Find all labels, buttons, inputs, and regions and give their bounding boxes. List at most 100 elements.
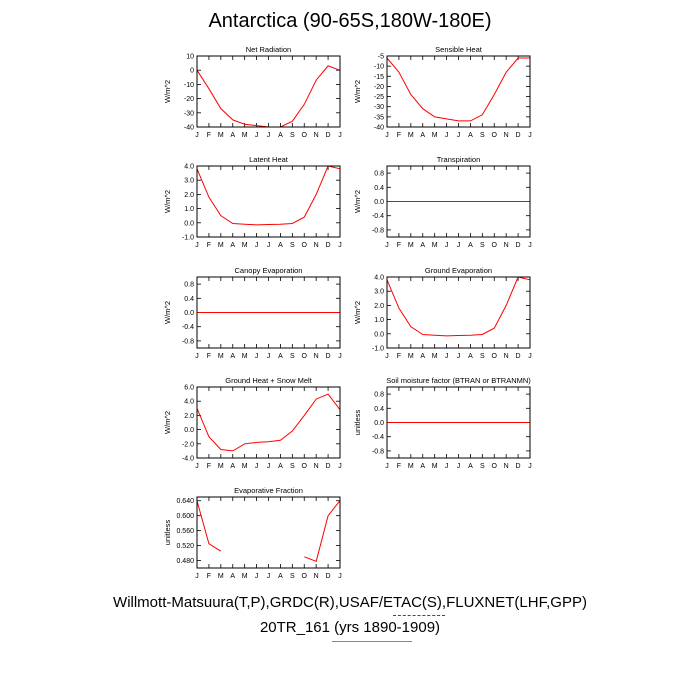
- plot-frame: [386, 276, 531, 349]
- x-tick-label: A: [278, 242, 283, 249]
- x-tick-label: J: [267, 353, 271, 360]
- x-tick-label: S: [480, 242, 485, 249]
- x-tick-label: M: [218, 463, 224, 470]
- x-tick-label: A: [230, 573, 235, 580]
- footer-rule-red: [332, 641, 412, 642]
- x-tick-label: M: [432, 132, 438, 139]
- x-tick-label: M: [218, 573, 224, 580]
- x-tick-label: F: [207, 132, 211, 139]
- y-axis-label: W/m^2: [163, 301, 172, 324]
- y-tick-label: 0.0: [374, 420, 384, 427]
- y-tick-label: 2.0: [184, 413, 194, 420]
- panel-2: Sensible Heat W/m^2 -5 -10 -15 -20 -25 -30 -35 -4…: [353, 45, 532, 139]
- y-tick-label: -20: [374, 84, 384, 91]
- x-tick-label: D: [326, 353, 331, 360]
- x-tick-label: J: [338, 132, 342, 139]
- y-tick-label: -5: [378, 54, 384, 61]
- y-tick-label: -4.0: [182, 456, 194, 463]
- y-tick-label: -0.4: [372, 434, 384, 441]
- plot-frame: [386, 386, 531, 459]
- y-tick-label: 0.4: [184, 296, 194, 303]
- y-tick-label: 0.0: [184, 427, 194, 434]
- x-tick-label: M: [432, 242, 438, 249]
- y-axis-label: unitless: [163, 520, 172, 546]
- x-tick-label: F: [397, 353, 401, 360]
- panel-title: Evaporative Fraction: [234, 486, 303, 495]
- x-tick-label: J: [338, 242, 342, 249]
- x-tick-label: A: [278, 132, 283, 139]
- y-tick-label: -20: [184, 96, 194, 103]
- panel-title: Sensible Heat: [435, 45, 483, 54]
- y-tick-label: 4.0: [184, 164, 194, 171]
- x-tick-label: F: [207, 242, 211, 249]
- x-tick-label: N: [314, 573, 319, 580]
- series-line: [304, 500, 341, 562]
- series-line: [196, 65, 341, 128]
- y-tick-label: -0.4: [182, 324, 194, 331]
- y-tick-label: 0.0: [374, 331, 384, 338]
- y-tick-label: -25: [374, 94, 384, 101]
- x-tick-label: S: [290, 463, 295, 470]
- x-tick-label: M: [408, 242, 414, 249]
- x-tick-label: O: [302, 353, 308, 360]
- x-tick-label: J: [385, 463, 389, 470]
- y-tick-label: 4.0: [184, 399, 194, 406]
- x-tick-label: J: [385, 242, 389, 249]
- x-tick-label: M: [242, 242, 248, 249]
- x-tick-label: M: [408, 353, 414, 360]
- x-tick-label: J: [267, 242, 271, 249]
- x-tick-label: S: [480, 463, 485, 470]
- x-tick-label: N: [504, 242, 509, 249]
- x-tick-label: J: [195, 242, 199, 249]
- y-tick-label: 0.0: [184, 220, 194, 227]
- x-tick-label: J: [457, 132, 461, 139]
- y-tick-label: 0.8: [374, 171, 384, 178]
- x-tick-label: A: [278, 463, 283, 470]
- y-tick-label: 0.600: [176, 513, 194, 520]
- y-tick-label: 10: [186, 54, 194, 61]
- y-tick-label: -15: [374, 74, 384, 81]
- x-tick-label: N: [314, 353, 319, 360]
- x-tick-label: O: [492, 132, 498, 139]
- x-tick-label: D: [326, 573, 331, 580]
- footer-rule-blue: [393, 615, 445, 617]
- y-tick-label: -0.8: [182, 338, 194, 345]
- y-tick-label: -40: [374, 125, 384, 132]
- x-tick-label: F: [207, 573, 211, 580]
- x-tick-label: O: [302, 242, 308, 249]
- x-tick-label: A: [468, 353, 473, 360]
- y-tick-label: 0.560: [176, 528, 194, 535]
- x-tick-label: A: [230, 463, 235, 470]
- y-axis-label: W/m^2: [353, 190, 362, 213]
- y-tick-label: 0.8: [374, 392, 384, 399]
- plot-frame: [386, 165, 531, 238]
- panel-7: Ground Heat + Snow Melt W/m^2 6.0 4.0 2.0 0.0…: [163, 376, 342, 470]
- x-tick-label: O: [492, 353, 498, 360]
- x-tick-label: J: [338, 573, 342, 580]
- y-tick-label: -1.0: [372, 346, 384, 353]
- x-tick-label: J: [445, 132, 449, 139]
- y-tick-label: 0.0: [184, 310, 194, 317]
- panel-title: Ground Evaporation: [425, 266, 492, 275]
- y-tick-label: -0.4: [372, 213, 384, 220]
- y-tick-label: -10: [374, 64, 384, 71]
- y-axis-label: unitless: [353, 410, 362, 436]
- x-tick-label: J: [457, 242, 461, 249]
- x-tick-label: M: [218, 353, 224, 360]
- x-tick-label: S: [290, 242, 295, 249]
- y-tick-label: -30: [374, 104, 384, 111]
- x-tick-label: M: [218, 242, 224, 249]
- plot-frame: [196, 55, 341, 128]
- x-tick-label: M: [242, 463, 248, 470]
- y-tick-label: -40: [184, 125, 194, 132]
- x-tick-label: J: [457, 353, 461, 360]
- x-tick-label: S: [480, 353, 485, 360]
- x-tick-label: O: [302, 132, 308, 139]
- y-tick-label: 2.0: [374, 303, 384, 310]
- x-tick-label: D: [516, 132, 521, 139]
- series-line: [386, 276, 531, 337]
- x-tick-label: M: [242, 353, 248, 360]
- plot-frame: [196, 276, 341, 349]
